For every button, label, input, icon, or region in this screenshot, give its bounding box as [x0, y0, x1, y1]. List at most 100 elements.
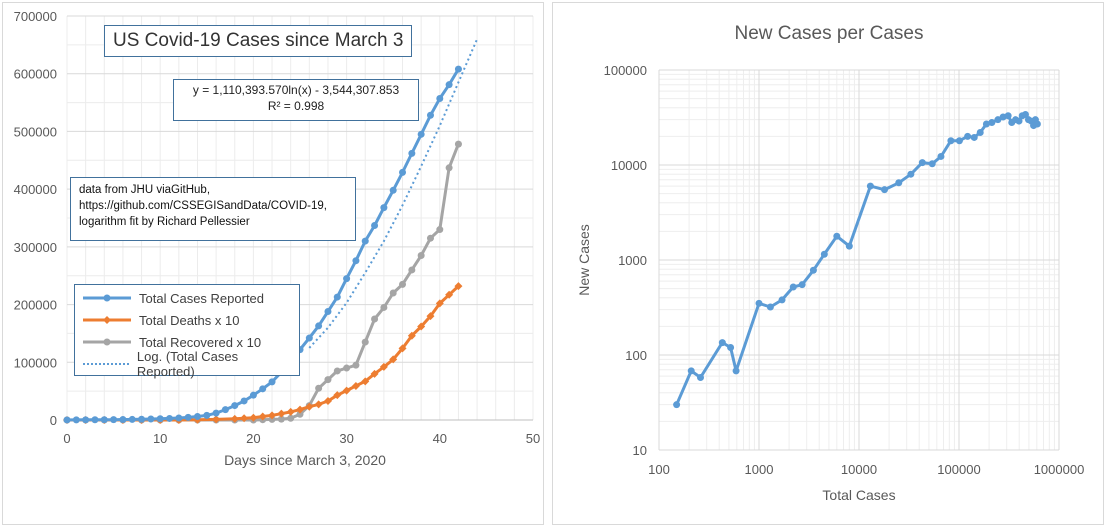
trendline-r-squared: R² = 0.998: [267, 99, 325, 113]
data-point: [937, 152, 945, 160]
data-point: [371, 315, 379, 323]
data-point: [296, 405, 304, 414]
x-tick-label: 30: [339, 431, 353, 446]
data-point: [315, 384, 323, 392]
data-point: [820, 250, 828, 258]
y-tick-label: 200000: [14, 298, 57, 313]
data-point: [82, 416, 90, 424]
data-point: [249, 391, 257, 399]
legend-label: Total Recovered x 10: [139, 334, 262, 350]
data-point: [445, 81, 453, 89]
data-point: [305, 402, 314, 411]
x-axis-title: Days since March 3, 2020: [224, 452, 386, 468]
data-point: [156, 415, 164, 423]
y-tick-label: 400000: [14, 182, 57, 197]
data-point: [343, 275, 351, 283]
data-point: [184, 413, 192, 421]
data-point: [100, 416, 108, 424]
note-line: data from JHU viaGitHub,: [79, 184, 211, 196]
x-tick-label: 100: [648, 462, 670, 477]
x-tick-label: 0: [63, 431, 70, 446]
data-point: [778, 296, 786, 304]
data-point: [380, 303, 388, 311]
data-point: [63, 416, 71, 424]
data-point: [371, 222, 379, 230]
data-point: [426, 312, 435, 321]
data-point: [399, 280, 407, 288]
data-point: [305, 334, 313, 342]
data-point: [240, 414, 249, 423]
x-tick-label: 10: [153, 431, 167, 446]
data-point: [1015, 117, 1023, 125]
data-point: [231, 402, 239, 410]
data-point: [268, 411, 277, 420]
trendline: [308, 38, 479, 349]
data-point: [351, 381, 360, 390]
legend-label: Log. (Total Cases Reported): [136, 349, 239, 379]
data-point: [970, 133, 978, 141]
legend-item-log-trendline: Log. (Total Cases Reported): [81, 349, 293, 379]
right-chart-panel: New Cases per Cases 10 100 1000 10000 100000…: [552, 2, 1104, 525]
data-point: [866, 182, 874, 190]
data-point: [315, 322, 323, 330]
legend-item-total-deaths: Total Deaths x 10: [81, 309, 293, 331]
data-point: [988, 119, 996, 127]
data-point: [110, 416, 118, 424]
data-point: [947, 137, 955, 145]
x-tick-label: 100000: [937, 462, 980, 477]
data-point: [798, 281, 806, 289]
note-line: logarithm fit by Richard Pellessier: [79, 216, 250, 228]
data-point: [417, 252, 425, 260]
data-point: [407, 331, 416, 340]
data-point: [845, 242, 853, 250]
data-point: [454, 140, 462, 148]
data-point: [119, 416, 127, 424]
data-point: [436, 226, 444, 234]
data-point: [964, 132, 972, 140]
y-tick-label: 100000: [14, 355, 57, 370]
data-point: [436, 95, 444, 103]
data-point: [259, 385, 267, 393]
data-point: [193, 413, 201, 421]
data-point: [445, 164, 453, 172]
data-point: [379, 362, 388, 371]
data-point: [352, 257, 360, 265]
data-point: [296, 410, 304, 418]
data-point: [342, 386, 351, 395]
data-point: [268, 415, 276, 423]
data-point: [287, 414, 295, 422]
data-point: [994, 116, 1002, 124]
y-tick-label: 700000: [14, 9, 57, 24]
legend-marker-dotted: [83, 363, 131, 365]
data-point: [696, 373, 704, 381]
data-point: [727, 343, 735, 351]
data-point: [249, 413, 258, 422]
data-point: [398, 344, 407, 353]
data-point: [687, 367, 695, 375]
data-point: [138, 415, 146, 423]
y-tick-label: 1000: [618, 253, 647, 268]
legend: Total Cases Reported Total Deaths x 10 T…: [74, 284, 300, 379]
data-point: [361, 338, 369, 346]
data-point: [212, 415, 221, 424]
y-tick-label: 500000: [14, 124, 57, 139]
chart-title-box: US Covid-19 Cases since March 3: [104, 25, 413, 57]
data-point: [221, 406, 229, 414]
data-point: [766, 303, 774, 311]
data-point: [982, 120, 990, 128]
data-point: [417, 322, 426, 331]
data-point: [755, 299, 763, 307]
data-point: [166, 414, 174, 422]
data-point: [976, 128, 984, 136]
data-point: [380, 204, 388, 212]
y-tick-label: 10000: [611, 158, 647, 173]
data-point: [1033, 120, 1041, 128]
data-point: [175, 414, 183, 422]
data-point: [881, 186, 889, 194]
data-point: [445, 290, 454, 299]
data-point: [426, 111, 434, 119]
legend-item-total-cases: Total Cases Reported: [81, 287, 293, 309]
y-tick-label: 10: [633, 443, 647, 458]
data-point: [1021, 111, 1029, 119]
